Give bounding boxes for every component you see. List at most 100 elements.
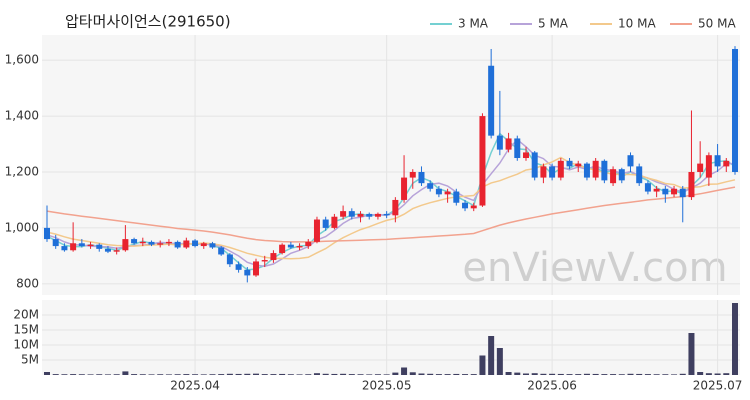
volume-bar: [627, 373, 634, 375]
volume-bar: [296, 374, 303, 375]
volume-bar: [165, 374, 172, 375]
x-tick-label: 2025.07: [693, 379, 743, 393]
chart-title: 압타머사이언스(291650): [65, 13, 231, 31]
volume-bar: [723, 373, 730, 375]
volume-bar: [601, 374, 608, 375]
candle-body: [139, 241, 146, 244]
volume-bar: [610, 374, 617, 375]
candle-body: [357, 213, 364, 217]
volume-bar: [331, 373, 338, 375]
candle-body: [226, 254, 233, 265]
candle-body: [435, 188, 442, 195]
candle-body: [418, 171, 425, 184]
volume-bar: [348, 374, 355, 375]
candle-body: [505, 138, 512, 150]
candle-body: [96, 244, 103, 249]
candle-body: [479, 116, 486, 206]
candle-body: [61, 246, 68, 251]
candle-body: [113, 250, 120, 252]
volume-bar: [688, 333, 695, 375]
candle-body: [723, 160, 730, 167]
candle-body: [409, 171, 416, 178]
volume-bar: [287, 374, 294, 375]
volume-bar: [148, 374, 155, 375]
ma-line: [46, 186, 736, 243]
volume-panel: [42, 300, 740, 375]
candle-body: [192, 240, 199, 247]
volume-bar: [488, 336, 495, 375]
y-tick-label: 1,200: [5, 164, 39, 178]
volume-bar: [87, 374, 94, 375]
volume-bar: [705, 373, 712, 375]
volume-bar: [592, 373, 599, 375]
volume-bar: [200, 374, 207, 375]
candle-body: [610, 169, 617, 184]
candle-body: [488, 65, 495, 136]
volume-bar: [226, 373, 233, 375]
volume-bar: [653, 374, 660, 375]
candle-body: [392, 199, 399, 216]
volume-bar: [374, 374, 381, 375]
volume-bar: [157, 374, 164, 375]
volume-tick-label: 10M: [13, 338, 39, 352]
volume-bar: [418, 373, 425, 375]
volume-bar: [218, 374, 225, 375]
candle-body: [218, 247, 225, 255]
candle-body: [540, 166, 547, 178]
candle-body: [122, 239, 129, 251]
candle-body: [235, 264, 242, 270]
candle-body: [131, 239, 138, 244]
candle-body: [644, 183, 651, 192]
candle-body: [470, 205, 477, 209]
volume-tick-label: 20M: [13, 308, 39, 322]
volume-bar: [566, 374, 573, 375]
candle-body: [444, 191, 451, 195]
volume-bar: [366, 374, 373, 375]
volume-bar: [618, 374, 625, 375]
volume-bar: [235, 373, 242, 375]
volume-bar: [104, 374, 111, 375]
volume-bar: [540, 373, 547, 375]
candle-body: [549, 166, 556, 178]
candle-body: [313, 219, 320, 242]
legend-label: 50 MA: [698, 17, 736, 31]
volume-bar: [122, 371, 129, 375]
candle-body: [583, 163, 590, 178]
candle-body: [453, 191, 460, 203]
legend-label: 3 MA: [458, 17, 489, 31]
volume-bar: [78, 374, 85, 375]
candle-body: [671, 188, 678, 195]
candle-body: [688, 171, 695, 198]
candle-body: [183, 240, 190, 248]
y-tick-label: 1,600: [5, 53, 39, 67]
volume-bar: [192, 374, 199, 375]
candle-body: [566, 160, 573, 167]
candle-body: [261, 260, 268, 262]
volume-bar: [505, 372, 512, 375]
candle-body: [575, 163, 582, 167]
volume-bar: [340, 373, 347, 375]
candle-body: [331, 216, 338, 228]
candle-body: [592, 160, 599, 178]
volume-bar: [531, 373, 538, 375]
volume-bar: [549, 373, 556, 375]
candle-body: [165, 241, 172, 244]
volume-bar: [270, 374, 277, 375]
volume-bar: [52, 374, 59, 375]
candle-body: [200, 243, 207, 247]
volume-bar: [61, 374, 68, 375]
candle-body: [104, 248, 111, 252]
volume-bar: [70, 374, 77, 375]
candle-body: [531, 152, 538, 178]
legend-label: 5 MA: [538, 17, 569, 31]
volume-bar: [732, 303, 738, 375]
candle-body: [653, 188, 660, 192]
volume-bar: [496, 348, 503, 375]
candle-body: [705, 155, 712, 178]
candle-body: [52, 239, 59, 247]
volume-bar: [427, 373, 434, 375]
candle-body: [401, 177, 408, 200]
volume-bar: [183, 374, 190, 375]
volume-bar: [583, 373, 590, 375]
volume-bar: [671, 374, 678, 375]
